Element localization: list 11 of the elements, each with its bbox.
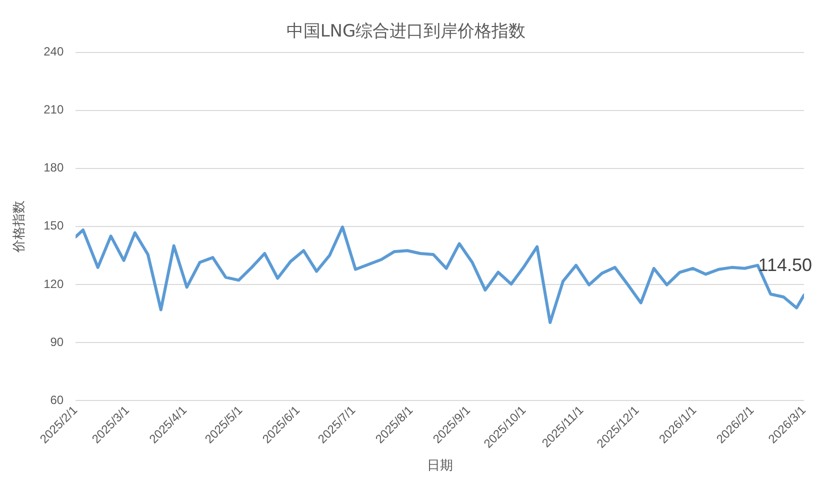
y-tick-label: 120 (44, 276, 64, 291)
y-tick-label: 90 (50, 334, 64, 349)
y-tick-label: 60 (50, 392, 64, 407)
annotation: 114.50 (758, 255, 812, 276)
y-tick-label: 240 (44, 44, 64, 59)
y-tick-label: 210 (44, 102, 64, 117)
y-axis-title: 价格指数 (12, 200, 28, 254)
x-axis-title: 日期 (426, 458, 453, 474)
y-tick-label: 150 (44, 218, 64, 233)
chart-title: 中国LNG综合进口到岸价格指数 (286, 22, 526, 42)
y-tick-label: 180 (44, 160, 64, 175)
